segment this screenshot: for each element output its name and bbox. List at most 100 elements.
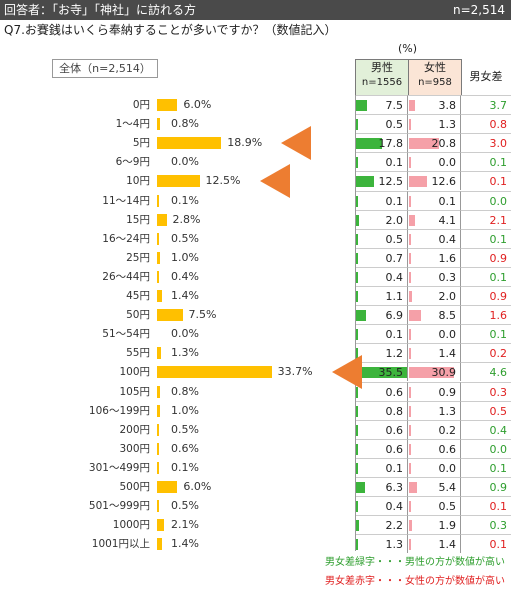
diff-value: 0.9 [489, 290, 508, 303]
female-bar [409, 195, 411, 207]
female-value: 4.1 [438, 213, 457, 227]
male-cell: 12.5 [355, 171, 408, 191]
female-bar [409, 501, 411, 513]
category-label: 11〜14円 [102, 194, 150, 207]
female-value: 0.4 [438, 232, 457, 246]
female-cell: 4.1 [408, 209, 461, 229]
female-value: 0.1 [438, 194, 457, 208]
diff-cell: 0.9 [461, 247, 511, 267]
diff-value: 0.5 [489, 404, 508, 418]
bar [157, 423, 159, 436]
diff-header: 男女差 [469, 70, 503, 83]
female-cell: 0.1 [408, 190, 461, 210]
bar-value-label: 0.5% [171, 422, 199, 436]
female-bar [409, 138, 440, 150]
diff-cell: 0.1 [461, 266, 511, 286]
category-label: 200円 [119, 423, 150, 436]
diff-value: 0.0 [489, 194, 508, 208]
bar-value-label: 0.1% [171, 193, 199, 207]
diff-value: 0.9 [489, 481, 508, 494]
bar [157, 118, 160, 131]
diff-cell: 1.6 [461, 305, 511, 324]
bar-value-label: 0.4% [171, 269, 199, 283]
male-value: 2.0 [385, 213, 404, 227]
female-cell: 1.9 [408, 515, 461, 535]
bar-value-label: 1.0% [171, 250, 199, 264]
male-cell: 35.5 [355, 362, 408, 382]
male-header: 男性 n=1556 [355, 59, 409, 96]
female-value: 1.6 [438, 251, 457, 265]
diff-value: 4.6 [489, 366, 508, 380]
female-bar [409, 539, 412, 551]
female-value: 2.0 [438, 290, 457, 303]
respondent-label: 回答者：「お寺」「神社」に訪れる方 [4, 3, 197, 17]
female-value: 1.3 [438, 118, 457, 132]
female-value: 0.9 [438, 385, 457, 399]
female-cell: 12.6 [408, 171, 461, 191]
highlight-arrow [281, 126, 312, 161]
bar [157, 538, 162, 551]
male-bar [356, 329, 358, 341]
male-bar [356, 520, 360, 532]
unit-label: (%) [398, 42, 418, 55]
bar [157, 99, 178, 111]
diff-cell: 2.1 [461, 209, 511, 229]
category-label: 6〜9円 [115, 156, 150, 169]
male-value: 1.1 [385, 290, 404, 303]
diff-cell: 0.8 [461, 114, 511, 133]
bar [157, 175, 200, 188]
category-label: 1〜4円 [115, 118, 150, 131]
male-bar [356, 462, 358, 474]
diff-value: 0.2 [489, 347, 508, 361]
male-cell: 0.1 [355, 324, 408, 344]
female-bar [409, 100, 415, 111]
female-bar [409, 176, 428, 188]
male-cell: 2.2 [355, 515, 408, 535]
male-value: 17.8 [378, 137, 404, 151]
male-value: 7.5 [385, 99, 404, 112]
bar [157, 347, 162, 360]
female-value: 5.4 [438, 481, 457, 494]
bar [157, 270, 159, 283]
diff-cell: 0.9 [461, 286, 511, 305]
sample-size: n=2,514 [452, 3, 505, 17]
male-cell: 0.5 [355, 228, 408, 248]
male-value: 0.6 [385, 442, 404, 456]
female-bar [409, 310, 422, 322]
bar [157, 251, 161, 264]
male-bar [356, 367, 408, 379]
male-bar [356, 138, 382, 150]
male-cell: 0.6 [355, 419, 408, 439]
diff-value: 0.1 [489, 270, 508, 284]
bar [157, 442, 160, 455]
female-bar [409, 405, 411, 417]
female-cell: 30.9 [408, 362, 461, 382]
female-cell: 3.8 [408, 95, 461, 114]
female-bar [409, 443, 411, 455]
male-value: 0.6 [385, 423, 404, 437]
diff-cell: 3.7 [461, 95, 511, 114]
category-label: 16〜24円 [102, 232, 150, 245]
male-value: 1.2 [385, 347, 404, 361]
category-label: 45円 [126, 290, 150, 302]
bar-value-label: 2.1% [171, 518, 199, 532]
female-value: 30.9 [431, 366, 457, 380]
male-bar [356, 195, 358, 207]
category-label: 500円 [119, 481, 150, 493]
category-label: 50円 [126, 309, 150, 322]
male-cell: 7.5 [355, 95, 408, 114]
male-value: 0.8 [385, 404, 404, 418]
diff-value: 0.1 [489, 538, 508, 552]
category-label: 300円 [119, 442, 150, 455]
male-header-n: n=1556 [361, 77, 403, 88]
bar-value-label: 0.8% [171, 384, 199, 398]
bar [157, 519, 165, 532]
female-bar [409, 233, 411, 245]
female-bar [409, 386, 411, 398]
table-left-border [355, 95, 356, 551]
bar-value-label: 18.9% [227, 136, 263, 150]
female-cell: 0.3 [408, 266, 461, 286]
diff-value: 2.1 [489, 213, 508, 227]
female-bar [409, 462, 411, 474]
